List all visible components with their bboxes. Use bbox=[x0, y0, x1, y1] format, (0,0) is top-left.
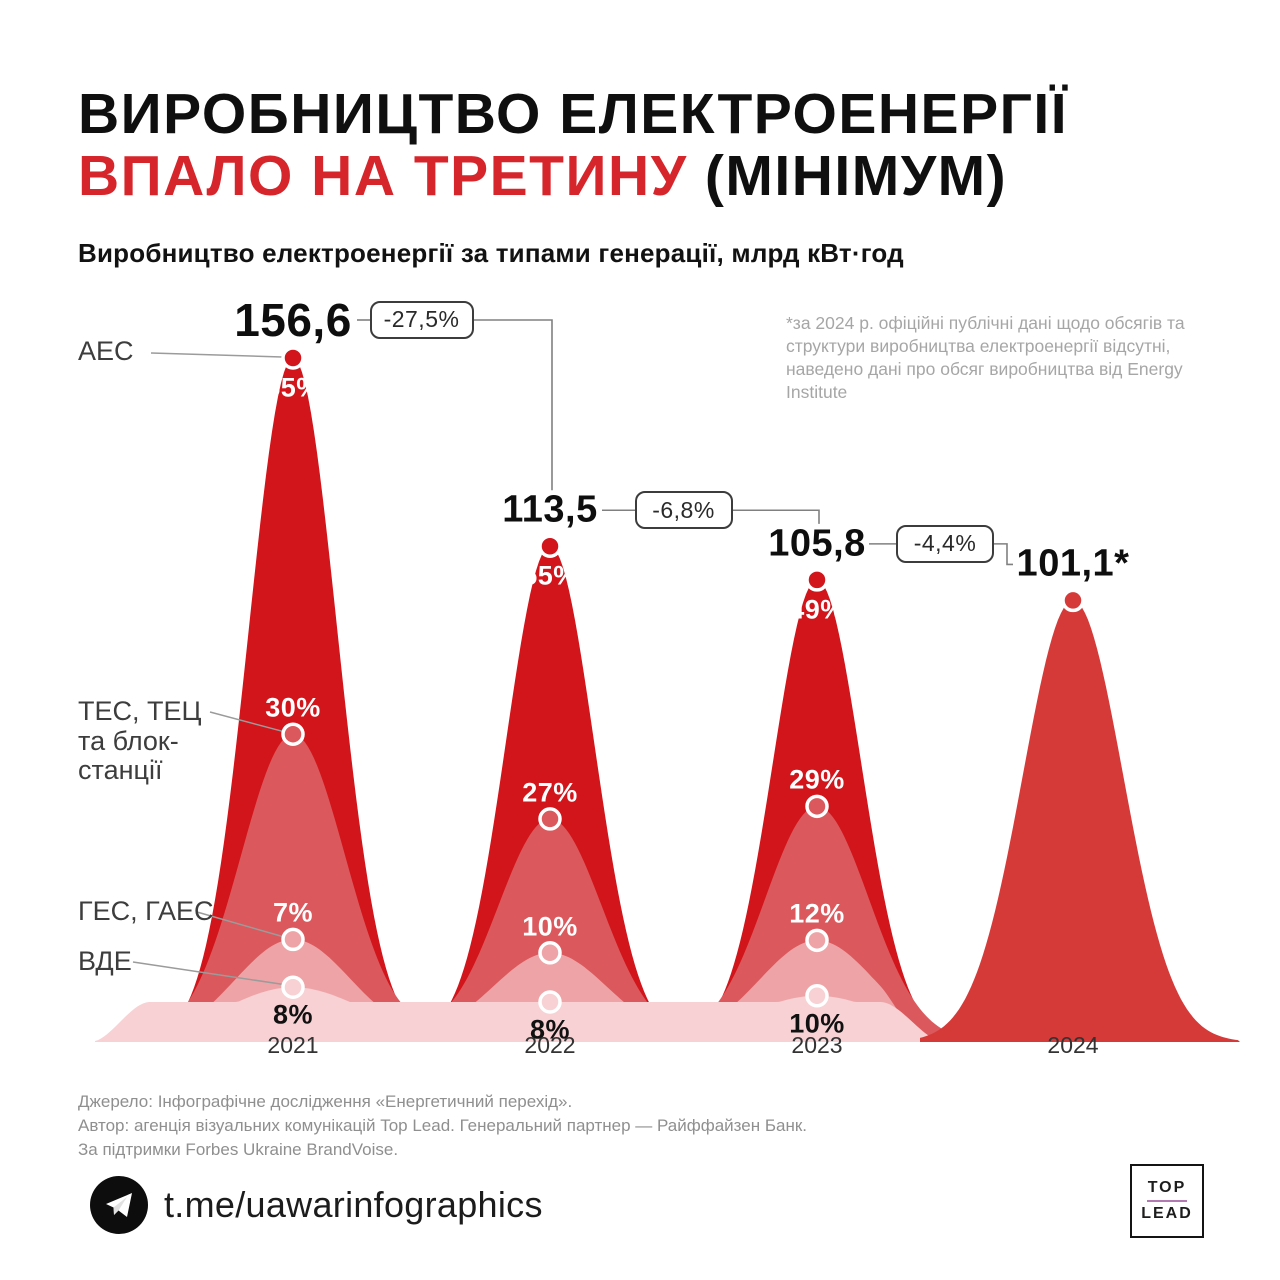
connector-right-0 bbox=[471, 319, 553, 491]
peak-marker bbox=[538, 534, 562, 559]
leader-line-1 bbox=[209, 711, 283, 732]
connector-right-2 bbox=[992, 543, 1013, 566]
footer-support: За підтримки Forbes Ukraine BrandVoise. bbox=[78, 1139, 399, 1159]
category-label-tes-line2: та блок- bbox=[78, 725, 179, 756]
peak-marker bbox=[805, 794, 829, 819]
peak-marker bbox=[805, 928, 829, 953]
share-label-2021-1: 30% bbox=[265, 692, 321, 723]
share-label-2022-2: 10% bbox=[522, 911, 578, 942]
peak-marker bbox=[805, 568, 829, 592]
toplead-logo-lead: LEAD bbox=[1141, 1205, 1193, 1222]
category-label-vde: ВДЕ bbox=[78, 946, 132, 976]
total-label-2024: 101,1* bbox=[1016, 542, 1130, 585]
leader-line-0 bbox=[150, 352, 283, 358]
leader-line-2 bbox=[196, 911, 283, 938]
page-title-line2: ВПАЛО НА ТРЕТИНУ (МІНІМУМ) bbox=[78, 148, 1007, 205]
peak-marker bbox=[1061, 588, 1085, 613]
category-label-ges: ГЕС, ГАЕС bbox=[78, 896, 214, 926]
share-label-2023-2: 12% bbox=[789, 898, 845, 929]
toplead-logo-divider bbox=[1147, 1200, 1187, 1202]
page-title-line2-rest: (МІНІМУМ) bbox=[687, 144, 1008, 208]
share-label-2021-2: 7% bbox=[272, 897, 314, 928]
peak-marker bbox=[538, 941, 562, 965]
year-label-2022: 2022 bbox=[524, 1032, 576, 1058]
share-label-2023-1: 29% bbox=[789, 764, 845, 795]
share-label-2021-0: 55% bbox=[265, 372, 321, 403]
telegram-link[interactable]: t.me/uawarinfographics bbox=[164, 1184, 543, 1225]
category-label-tes-line1: ТЕС, ТЕЦ bbox=[78, 696, 202, 726]
year-label-2021: 2021 bbox=[267, 1032, 319, 1058]
share-label-2023-0: 49% bbox=[789, 594, 845, 625]
telegram-icon[interactable] bbox=[90, 1176, 148, 1234]
page-title-line1: ВИРОБНИЦТВО ЕЛЕКТРОЕНЕРГІЇ bbox=[78, 82, 1068, 146]
category-label-tes: ТЕС, ТЕЦ та блок- станції bbox=[78, 696, 202, 786]
footnote-2024: *за 2024 р. офіційні публічні дані щодо … bbox=[786, 313, 1185, 403]
peak-marker bbox=[281, 722, 305, 746]
peak-marker bbox=[538, 990, 562, 1014]
footer-source: Джерело: Інфографічне дослідження «Енерг… bbox=[78, 1092, 573, 1111]
peak-marker bbox=[805, 984, 829, 1008]
share-label-2021-3: 8% bbox=[272, 999, 314, 1030]
toplead-logo-top: TOP bbox=[1147, 1178, 1187, 1196]
year-label-2024: 2024 bbox=[1047, 1032, 1099, 1058]
toplead-logo: TOP LEAD bbox=[1130, 1164, 1204, 1238]
total-label-2023: 105,8 bbox=[768, 522, 866, 565]
page-title-line2-accent: ВПАЛО НА ТРЕТИНУ bbox=[78, 144, 688, 208]
peak-marker bbox=[281, 927, 305, 952]
peak-marker bbox=[538, 807, 562, 831]
total-label-2022: 113,5 bbox=[502, 488, 598, 531]
peak-marker bbox=[281, 975, 305, 999]
area-year-2024 bbox=[920, 600, 1240, 1042]
change-badge-2: -4,4% bbox=[896, 524, 994, 563]
chart-subtitle: Виробництво електроенергії за типами ген… bbox=[78, 238, 904, 268]
footer-credits: Джерело: Інфографічне дослідження «Енерг… bbox=[78, 1090, 807, 1161]
footer-author: Автор: агенція візуальних комунікацій To… bbox=[78, 1115, 807, 1135]
leader-line-3 bbox=[132, 961, 283, 985]
change-badge-0: -27,5% bbox=[369, 300, 474, 339]
share-label-2022-0: 55% bbox=[522, 560, 578, 591]
telegram-plane-icon bbox=[106, 1193, 132, 1217]
change-badge-1: -6,8% bbox=[634, 491, 733, 530]
connector-right-1 bbox=[730, 509, 820, 524]
share-label-2023-3: 10% bbox=[789, 1008, 845, 1039]
share-label-2022-1: 27% bbox=[522, 777, 578, 808]
category-label-aes: АЕС bbox=[78, 336, 134, 366]
share-label-2022-3: 8% bbox=[529, 1014, 571, 1045]
area-series-3 bbox=[95, 987, 952, 1042]
year-label-2023: 2023 bbox=[791, 1032, 843, 1058]
total-label-2021: 156,6 bbox=[234, 293, 352, 346]
peak-marker bbox=[281, 346, 305, 370]
category-label-tes-line3: станції bbox=[78, 755, 163, 786]
